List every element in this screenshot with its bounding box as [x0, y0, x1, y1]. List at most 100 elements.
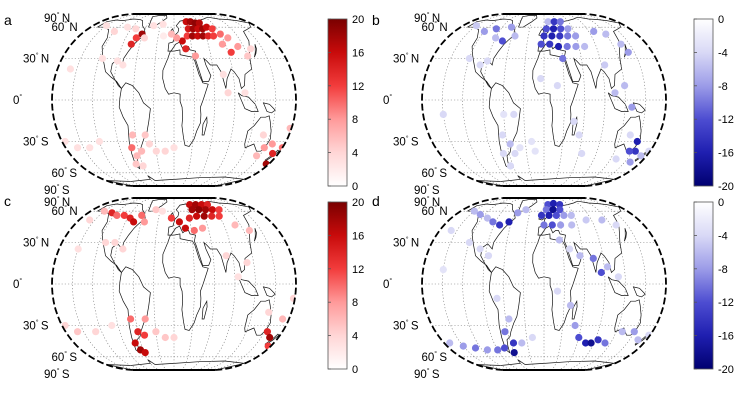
- data-point: [542, 206, 550, 214]
- graticule-meridian: [578, 198, 647, 370]
- coastline: [201, 115, 208, 136]
- data-point: [557, 25, 565, 33]
- data-point: [621, 82, 629, 90]
- coastline: [237, 92, 259, 112]
- data-point: [102, 22, 110, 30]
- data-point: [572, 42, 580, 51]
- data-point: [110, 27, 118, 35]
- map-panel-b: b 90° N60° N 30° N 0° 30° S 60° S 90° S 0 -4 -8 -1…: [372, 11, 734, 197]
- data-point: [183, 32, 191, 40]
- data-point: [528, 333, 537, 342]
- data-point: [268, 140, 276, 148]
- data-point: [113, 57, 121, 65]
- data-point: [173, 34, 181, 42]
- graticule-meridian: [502, 198, 531, 370]
- data-point: [170, 333, 178, 342]
- map-frame-left: [51, 13, 133, 187]
- data-point: [518, 339, 526, 347]
- graticule-meridian: [502, 14, 531, 186]
- data-point: [167, 214, 175, 222]
- colorbar-tick-label: 8: [352, 114, 358, 126]
- colorbar-tick-label: 0: [352, 181, 358, 193]
- data-point: [559, 54, 567, 63]
- data-point: [140, 331, 149, 339]
- data-point: [95, 137, 103, 146]
- coastline: [201, 299, 208, 320]
- panel-letter: a: [4, 12, 12, 28]
- data-point: [215, 212, 223, 220]
- lat-label: 90° S: [414, 183, 440, 197]
- data-point: [549, 199, 558, 208]
- lat-label: 90° N: [414, 11, 440, 25]
- data-point: [227, 48, 235, 56]
- coastline: [607, 92, 629, 112]
- lat-label: 60° S: [422, 350, 448, 364]
- coastline: [262, 286, 276, 298]
- graticule-meridian: [208, 14, 277, 186]
- data-point: [127, 315, 135, 323]
- colorbar-tick-label: -16: [718, 148, 734, 160]
- data-point: [439, 110, 447, 118]
- lat-label: 30° N: [393, 52, 419, 66]
- data-point: [549, 25, 558, 33]
- graticule-meridian: [571, 14, 626, 186]
- data-point: [483, 346, 491, 354]
- data-point: [113, 211, 121, 219]
- coastline: [118, 266, 151, 354]
- data-point: [618, 328, 626, 336]
- data-point: [152, 206, 160, 214]
- graticule-meridian: [557, 198, 586, 370]
- lat-label: 30° N: [393, 236, 419, 250]
- coastline: [607, 276, 629, 296]
- data-point: [204, 32, 212, 40]
- data-point: [124, 23, 132, 31]
- data-point: [265, 308, 273, 316]
- data-point: [152, 147, 160, 155]
- data-point: [557, 221, 565, 229]
- data-point: [499, 149, 507, 158]
- coastline: [517, 15, 538, 28]
- map-frame-right: [215, 197, 297, 371]
- coastline: [162, 233, 209, 331]
- data-point: [550, 18, 558, 26]
- data-point: [202, 23, 211, 31]
- coastline: [632, 102, 646, 114]
- data-point: [570, 117, 578, 125]
- data-point: [531, 147, 539, 155]
- data-point: [576, 252, 584, 260]
- colorbar-tick-label: 0: [352, 364, 358, 376]
- data-point: [612, 155, 620, 163]
- data-point: [139, 162, 147, 170]
- data-point: [511, 149, 519, 158]
- data-point: [459, 342, 467, 350]
- coastline: [262, 102, 276, 114]
- data-point: [510, 110, 518, 118]
- data-point: [253, 152, 261, 160]
- data-point: [634, 336, 642, 344]
- data-point: [493, 294, 501, 302]
- lat-label: 30° N: [23, 236, 49, 250]
- lat-label: 0°: [383, 93, 392, 107]
- data-point: [563, 42, 571, 51]
- map-body: [422, 14, 666, 186]
- data-point: [269, 149, 277, 158]
- data-point: [161, 333, 169, 342]
- panel-letter: d: [372, 193, 380, 209]
- lat-label: 60° N: [52, 204, 78, 218]
- data-point: [553, 287, 562, 295]
- graticule-meridian: [201, 14, 256, 186]
- data-point: [501, 328, 509, 336]
- data-point: [167, 30, 175, 38]
- lat-label: 90° N: [44, 11, 70, 25]
- data-point: [598, 216, 606, 224]
- data-point: [516, 144, 524, 152]
- data-point: [219, 70, 227, 78]
- data-point: [260, 144, 268, 152]
- data-point: [141, 315, 149, 323]
- lat-label: 90° S: [414, 367, 440, 381]
- data-point: [597, 268, 605, 277]
- data-point: [465, 54, 473, 63]
- data-point: [161, 147, 169, 155]
- lat-label: 60° S: [52, 350, 78, 364]
